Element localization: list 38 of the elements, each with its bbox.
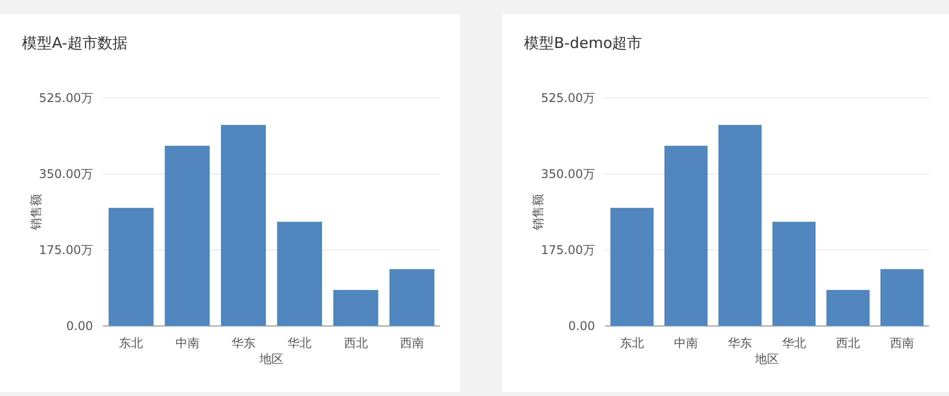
x-tick-label: 西南 — [400, 336, 424, 350]
bar — [664, 146, 708, 326]
bar — [108, 208, 154, 326]
y-axis-title: 销售额 — [29, 194, 43, 231]
y-tick-label: 0.00 — [66, 319, 93, 333]
bar — [718, 124, 762, 326]
bar — [880, 269, 924, 326]
bar — [333, 290, 378, 326]
x-tick-label: 西北 — [344, 336, 368, 350]
x-tick-label: 西北 — [836, 336, 860, 350]
y-tick-label: 350.00万 — [541, 167, 595, 181]
x-tick-label: 华北 — [288, 336, 312, 350]
x-tick-label: 东北 — [620, 336, 644, 350]
bar — [220, 124, 266, 326]
x-tick-label: 中南 — [175, 336, 200, 350]
bar — [164, 146, 210, 326]
x-tick-label: 华北 — [782, 336, 806, 350]
y-tick-label: 525.00万 — [541, 91, 595, 105]
y-axis-title: 销售额 — [531, 194, 545, 231]
chart-title: 模型A-超市数据 — [22, 34, 128, 52]
bar — [389, 269, 434, 326]
x-tick-label: 西南 — [890, 336, 914, 350]
chart-title: 模型B-demo超市 — [524, 34, 642, 52]
bar — [826, 290, 870, 326]
x-tick-label: 华东 — [231, 336, 256, 350]
x-axis-title: 地区 — [754, 352, 779, 366]
x-tick-label: 东北 — [119, 336, 144, 350]
y-tick-label: 350.00万 — [39, 167, 93, 181]
x-axis-title: 地区 — [258, 352, 284, 366]
bar — [610, 208, 654, 326]
bar — [772, 222, 816, 326]
y-tick-label: 175.00万 — [541, 243, 595, 257]
bar — [277, 222, 322, 326]
y-tick-label: 525.00万 — [39, 91, 93, 105]
x-tick-label: 华东 — [728, 336, 752, 350]
y-tick-label: 175.00万 — [39, 243, 93, 257]
x-tick-label: 中南 — [674, 336, 698, 350]
y-tick-label: 0.00 — [568, 319, 595, 333]
